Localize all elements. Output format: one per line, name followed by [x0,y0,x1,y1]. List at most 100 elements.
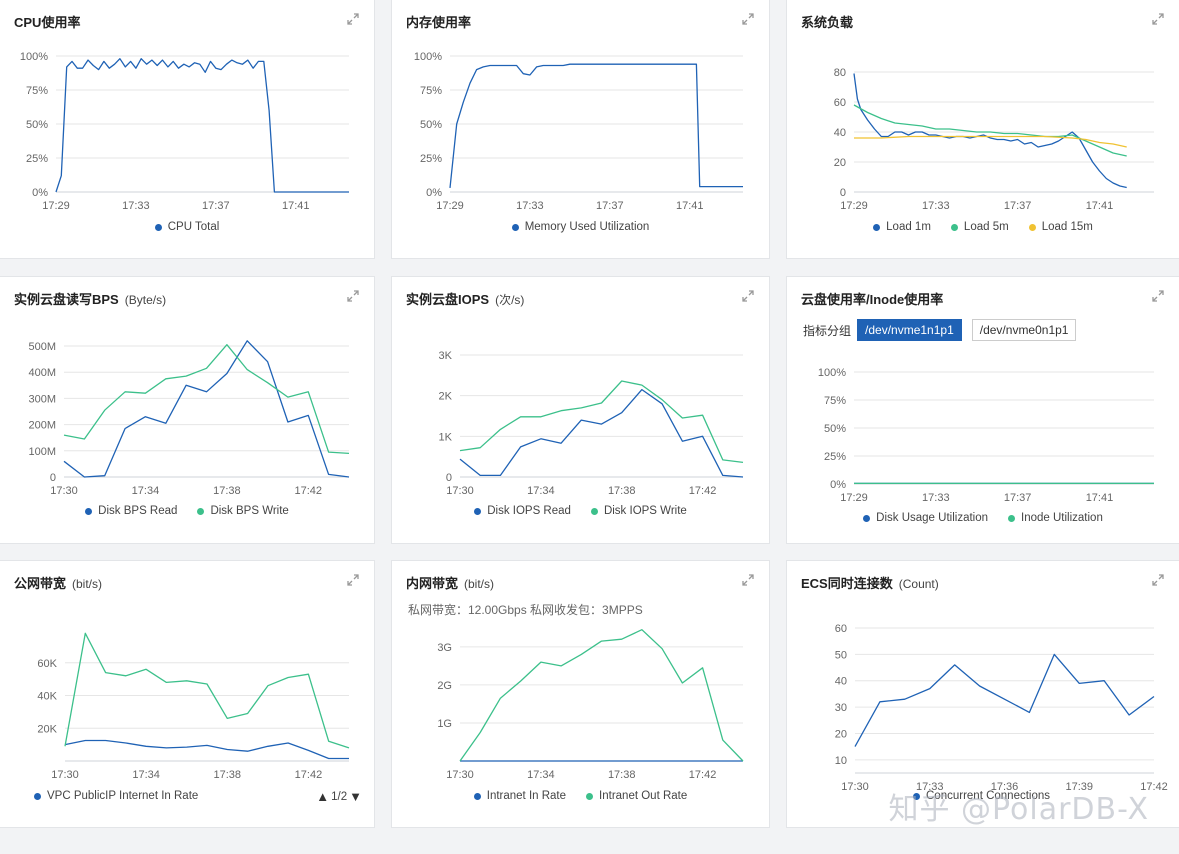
legend-dot [586,792,594,800]
disk-usage-chart: 0% 25% 50% 75% 100% 17:29 17:33 17:37 17:41 [818,367,1154,504]
legend-dot [863,514,871,522]
pager-next-icon[interactable]: ▼ [349,789,362,804]
panel-subtitle: 私网带宽：12.00Gbps 私网收发包：3MPPS [408,603,643,617]
panel-disk-iops: 实例云盘IOPS (次/s) 0 1K 2K 3K 17:30 17:34 17:38 17:4… [391,276,770,544]
legend-label: Inode Utilization [1021,512,1103,524]
legend-item[interactable]: Disk Usage Utilization [863,512,988,524]
y-tick-label: 40 [834,127,846,139]
cpu-chart: 0% 25% 50% 75% 100% 17:29 17:33 17:37 17:41 [20,51,349,212]
x-tick-label: 17:34 [527,769,555,781]
x-tick-label: 17:33 [916,781,944,793]
expand-icon[interactable] [741,289,755,303]
x-tick-label: 17:41 [282,200,310,212]
legend-label: Load 5m [963,221,1009,233]
legend-item[interactable]: Inode Utilization [1008,512,1103,524]
x-tick-label: 17:34 [132,485,160,497]
legend-dot [511,223,519,231]
series-line-1 [853,73,1127,189]
legend-item[interactable]: Load 15m [1028,221,1093,233]
legend-item[interactable]: Intranet Out Rate [586,790,687,802]
legend-item[interactable]: CPU Total [154,221,219,233]
x-tick-label: 17:34 [132,769,160,781]
legend-label: Disk Usage Utilization [876,512,989,524]
expand-icon[interactable] [346,12,360,26]
x-tick-label: 17:33 [122,200,150,212]
x-tick-label: 17:41 [676,200,704,212]
x-tick-label: 17:42 [295,485,323,497]
y-tick-label: 75% [26,85,48,97]
panel-title: 内网带宽 (bit/s) [406,576,495,591]
legend-item[interactable]: Memory Used Utilization [511,221,649,233]
legend-item[interactable]: Intranet In Rate [473,790,566,802]
y-tick-label: 0 [446,472,452,484]
y-tick-label: 3G [437,642,452,654]
y-tick-label: 500M [28,341,56,353]
load-chart: 0 20 40 60 80 17:29 17:33 17:37 17:41 [834,67,1154,212]
legend-item[interactable]: Disk IOPS Read [474,505,571,517]
x-tick-label: 17:33 [922,492,950,504]
panel-title: ECS同时连接数 (Count) [801,576,939,591]
legend-dot [873,223,881,231]
expand-icon[interactable] [1151,289,1165,303]
panel-disk-bps: 实例云盘读写BPS (Byte/s) 0 100M 200M 300M 400M 500M 1… [0,276,375,544]
legend-item[interactable]: Load 1m [873,221,931,233]
x-tick-label: 17:37 [596,200,624,212]
panel-load: 系统负载 0 20 40 60 80 17:29 17:33 17:37 17:41 Load … [786,0,1179,259]
group-button-nvme0n1p1[interactable]: /dev/nvme0n1p1 [971,319,1077,341]
group-button-nvme1n1p1[interactable]: /dev/nvme1n1p1 [857,319,962,341]
legend-item[interactable]: Disk IOPS Write [590,505,687,517]
x-tick-label: 17:29 [840,492,868,504]
panel-title: 公网带宽 (bit/s) [14,576,103,591]
legend-dot [950,223,958,231]
pager-prev-icon[interactable]: ▲ [316,789,330,804]
y-tick-label: 100% [20,51,48,63]
x-tick-label: 17:30 [446,485,474,497]
y-tick-label: 0 [50,472,56,484]
y-tick-label: 80 [834,67,846,79]
series-line-3 [854,135,1127,148]
legend-item[interactable]: VPC PublicIP Internet In Rate [34,790,198,802]
legend-item[interactable]: Disk BPS Write [197,505,289,517]
ecs-connections-chart: 10 20 30 40 50 60 17:30 17:33 17:36 17:39 17:42 [835,623,1168,793]
chart-legend: VPC PublicIP Internet In Rate [34,790,374,802]
legend-item[interactable]: Disk BPS Read [85,505,177,517]
legend-item[interactable]: Concurrent Connections [913,790,1050,802]
legend-label: Disk IOPS Write [603,505,687,517]
legend-label: Disk BPS Read [98,505,178,517]
chart-legend: Memory Used Utilization [392,221,769,233]
panel-memory: 内存使用率 0% 25% 50% 75% 100% 17:29 17:33 17:37 17:4… [391,0,770,259]
expand-icon[interactable] [346,573,360,587]
legend-label: Load 1m [886,221,931,233]
x-tick-label: 17:42 [1140,781,1168,793]
expand-icon[interactable] [1151,12,1165,26]
series-line-1 [459,388,744,478]
expand-icon[interactable] [741,573,755,587]
y-tick-label: 25% [420,153,442,165]
expand-icon[interactable] [741,12,755,26]
y-tick-label: 60 [835,623,847,635]
legend-dot [913,792,920,800]
legend-dot [474,507,482,515]
series-line-1 [854,653,1155,747]
y-tick-label: 100% [414,51,442,63]
x-tick-label: 17:34 [527,485,555,497]
y-tick-label: 0% [426,187,442,199]
chart-legend: Concurrent Connections [913,790,1179,802]
x-tick-label: 17:37 [1004,200,1032,212]
legend-dot [1008,514,1016,522]
y-tick-label: 100M [28,446,56,458]
legend-dot [1028,223,1036,231]
memory-chart: 0% 25% 50% 75% 100% 17:29 17:33 17:37 17:41 [414,51,743,212]
expand-icon[interactable] [1151,573,1165,587]
legend-item[interactable]: Load 5m [950,221,1009,233]
y-tick-label: 200M [28,420,56,432]
y-tick-label: 40 [835,676,847,688]
group-label: 指标分组 [803,323,852,338]
y-tick-label: 30 [835,702,847,714]
x-tick-label: 17:33 [922,200,950,212]
x-tick-label: 17:29 [840,200,868,212]
x-tick-label: 17:37 [202,200,230,212]
chart-legend: Load 1m Load 5m Load 15m [787,221,1179,233]
expand-icon[interactable] [346,289,360,303]
x-tick-label: 17:42 [689,485,717,497]
